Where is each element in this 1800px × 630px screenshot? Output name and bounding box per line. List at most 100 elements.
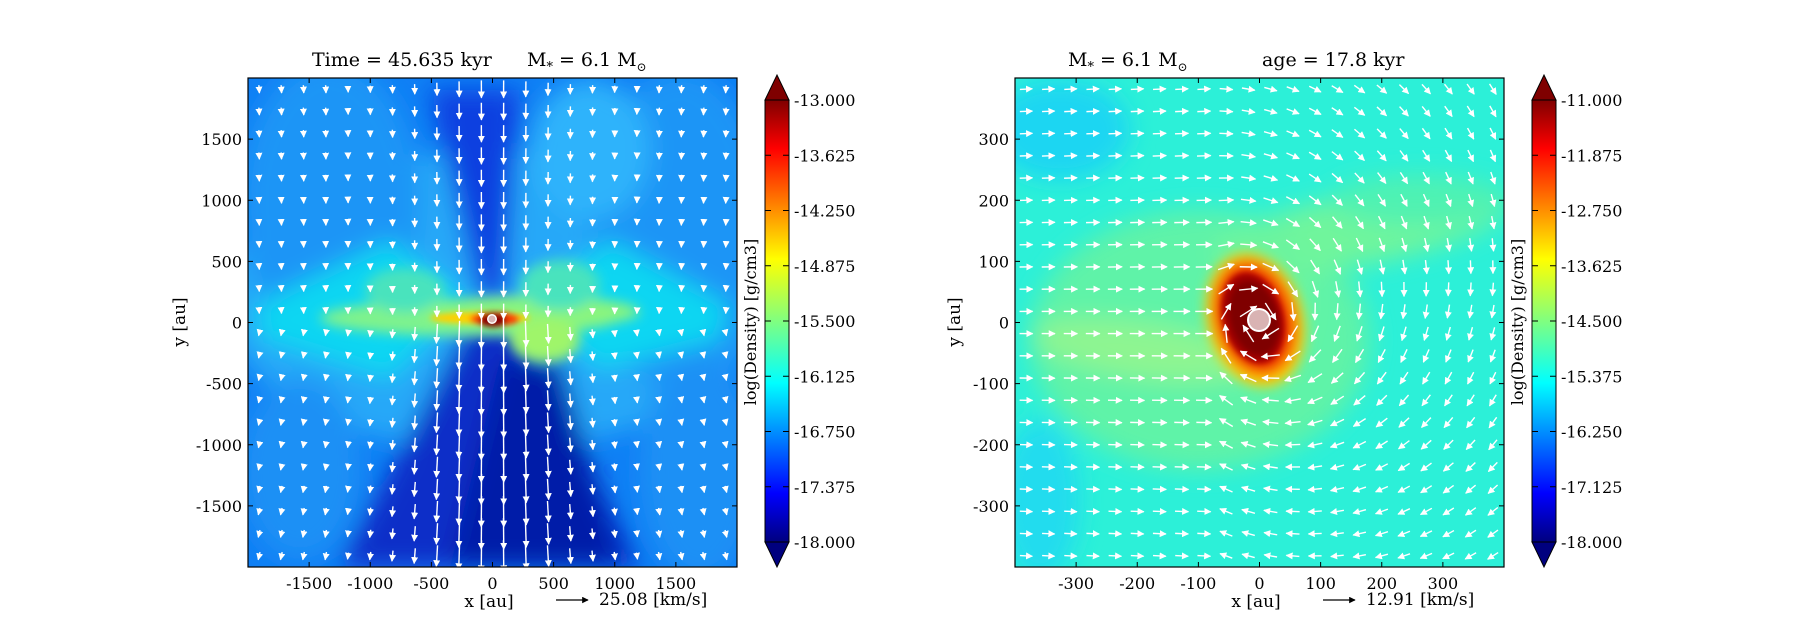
left-velocity-arrow (455, 542, 463, 567)
left-velocity-arrow (699, 373, 707, 382)
right-velocity-arrow (1019, 552, 1034, 560)
right-colorbar-tick-label: -15.375 (1561, 367, 1622, 386)
right-colorbar-extend-bottom (1531, 541, 1557, 569)
right-velocity-arrow (1376, 371, 1387, 385)
left-velocity-arrow (256, 551, 264, 561)
right-velocity-arrow (1310, 325, 1320, 343)
left-velocity-arrow (699, 351, 707, 359)
left-velocity-arrow (633, 440, 640, 449)
left-velocity-arrow (699, 463, 707, 471)
right-velocity-arrow (1285, 196, 1301, 205)
left-vector-key-label: 25.08 [km/s] (599, 590, 707, 610)
left-velocity-arrow (256, 373, 264, 382)
left-velocity-arrow (322, 485, 330, 494)
left-x-tick-label: -1000 (347, 574, 393, 593)
right-velocity-arrow (1241, 152, 1256, 160)
right-velocity-arrow (1420, 485, 1433, 494)
right-velocity-arrow (1086, 85, 1100, 93)
left-y-tick-label: 1000 (201, 191, 242, 210)
right-velocity-arrow (1488, 83, 1497, 95)
left-velocity-arrow (433, 500, 441, 523)
right-velocity-arrow (1353, 84, 1366, 94)
left-y-tick-label: -1000 (196, 436, 242, 455)
right-velocity-arrow (1264, 302, 1277, 321)
left-velocity-arrow (522, 320, 530, 348)
right-velocity-arrow (1421, 417, 1432, 428)
right-velocity-arrow (1152, 530, 1167, 538)
right-velocity-arrow (1219, 107, 1234, 115)
right-velocity-arrow (1064, 85, 1078, 93)
right-velocity-arrow (1445, 215, 1452, 230)
left-velocity-arrow (655, 485, 663, 494)
right-velocity-arrow (1378, 303, 1386, 320)
right-velocity-arrow (1019, 85, 1034, 93)
right-velocity-arrow (1197, 507, 1212, 515)
left-title-mass-subscript: * (546, 60, 553, 75)
left-velocity-arrow (389, 329, 397, 339)
right-velocity-arrow (1489, 193, 1497, 208)
right-velocity-arrow (1332, 216, 1343, 229)
right-colorbar-label: log(Density) [g/cm3] (1508, 239, 1527, 405)
left-velocity-arrow (411, 326, 419, 341)
right-velocity-arrow (1353, 106, 1366, 116)
right-velocity-arrow (1286, 108, 1300, 115)
right-velocity-arrow (1130, 130, 1145, 138)
right-velocity-arrow (1399, 128, 1409, 140)
right-velocity-arrow (1397, 462, 1411, 472)
left-velocity-arrow (566, 548, 574, 565)
right-velocity-arrow (1489, 216, 1497, 230)
left-velocity-arrow (721, 351, 729, 359)
right-velocity-arrow (1219, 85, 1234, 93)
left-velocity-arrow (367, 463, 375, 472)
right-title-mass-subscript: * (1087, 60, 1094, 75)
right-velocity-arrow (1489, 327, 1497, 341)
right-velocity-arrow (1263, 507, 1278, 515)
right-velocity-arrow (1218, 196, 1235, 204)
left-velocity-arrow (433, 523, 441, 545)
right-velocity-arrow (1445, 193, 1452, 208)
left-velocity-arrow (278, 395, 286, 404)
left-velocity-arrow (256, 440, 264, 449)
right-velocity-arrow (1331, 151, 1344, 161)
right-velocity-arrow (1241, 507, 1256, 515)
left-velocity-arrow (544, 323, 552, 345)
right-velocity-arrow (1086, 107, 1100, 115)
right-velocity-arrow (1064, 530, 1078, 538)
right-velocity-arrow (1489, 238, 1497, 252)
right-velocity-arrow (1422, 326, 1430, 341)
left-velocity-arrow (588, 373, 596, 384)
left-velocity-arrow (544, 434, 552, 456)
right-velocity-arrow (1152, 552, 1167, 560)
right-velocity-arrow (1466, 371, 1475, 385)
right-velocity-arrow (1286, 260, 1300, 274)
left-velocity-arrow (389, 417, 397, 428)
left-velocity-arrow (278, 351, 286, 359)
right-velocity-arrow (1444, 260, 1452, 275)
right-velocity-arrow (1354, 172, 1365, 184)
right-velocity-arrow (1399, 150, 1409, 162)
left-x-tick-label: 1000 (594, 574, 635, 593)
left-velocity-arrow (677, 551, 685, 561)
left-velocity-arrow (721, 373, 729, 382)
right-velocity-arrow (1331, 129, 1344, 138)
right-velocity-arrow (1239, 285, 1259, 293)
left-velocity-arrow (610, 374, 618, 382)
right-velocity-arrow (1466, 105, 1475, 118)
right-velocity-vectors (1019, 83, 1499, 560)
right-x-tick-label: -100 (1180, 574, 1216, 593)
right-velocity-arrow (1219, 130, 1234, 138)
right-velocity-arrow (1330, 395, 1345, 406)
left-panel: Time = 45.635 kyr M* = 6.1 M⊙ (170, 49, 855, 612)
right-title-mass-sun: ⊙ (1178, 60, 1188, 74)
right-velocity-arrow (1262, 418, 1279, 426)
left-title-mass-symbol: M (527, 49, 546, 71)
left-velocity-arrow (256, 507, 264, 516)
left-velocity-arrow (300, 418, 308, 426)
left-velocity-arrow (323, 328, 330, 337)
left-velocity-arrow (345, 507, 352, 516)
left-velocity-arrow (255, 85, 263, 94)
right-velocity-arrow (1331, 85, 1344, 94)
right-velocity-arrow (1444, 371, 1453, 385)
left-velocity-arrow (721, 463, 729, 471)
left-velocity-arrow (633, 507, 640, 516)
